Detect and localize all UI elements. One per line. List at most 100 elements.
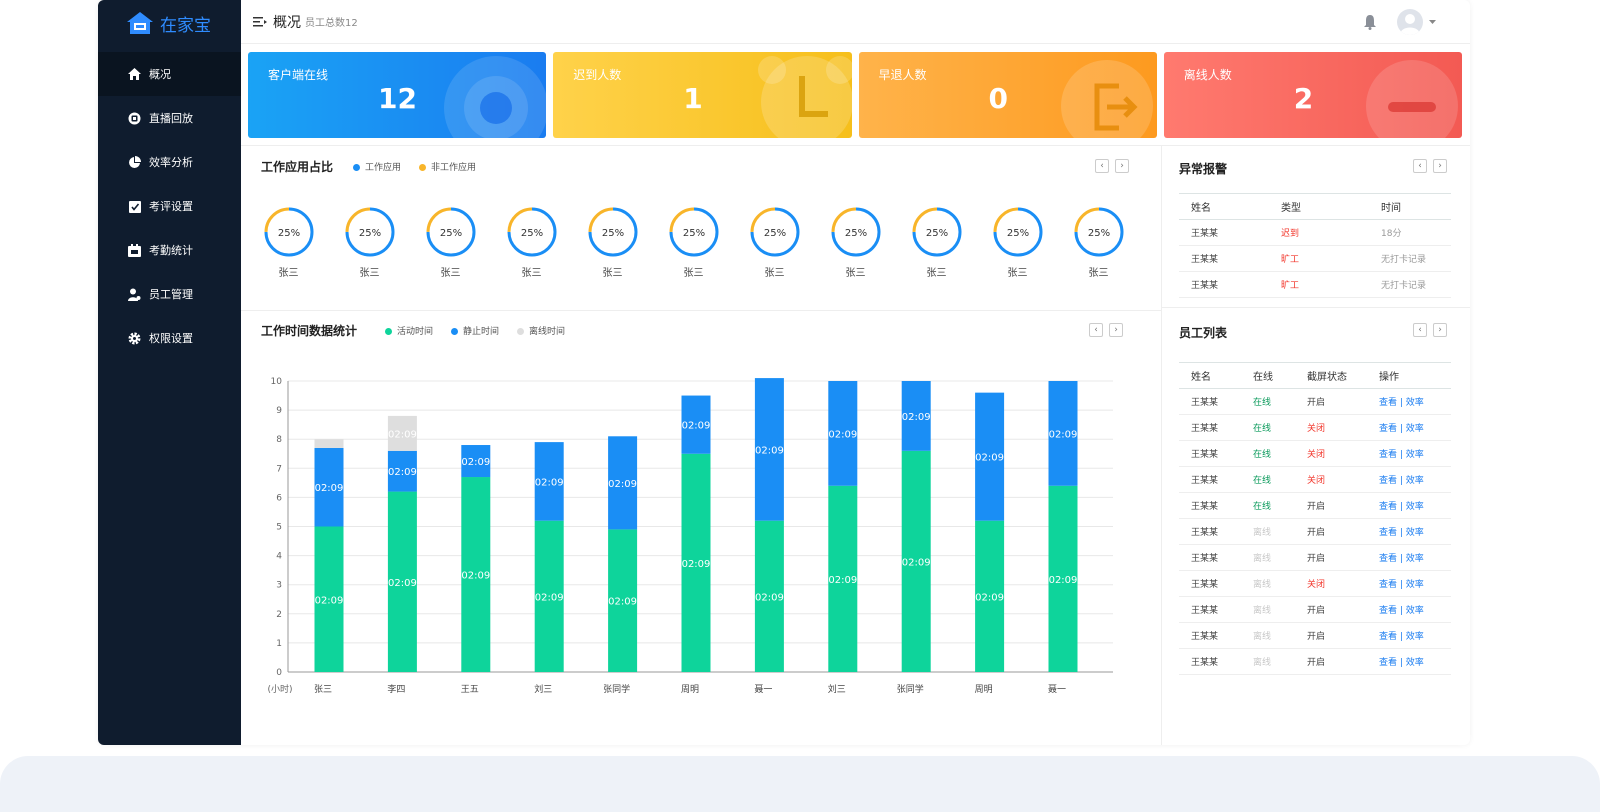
- efficiency-link[interactable]: 效率: [1405, 450, 1424, 460]
- stat-card-leave-early[interactable]: 早退人数 0: [858, 52, 1157, 138]
- view-link[interactable]: 查看: [1379, 450, 1398, 460]
- employee-name: 王某某: [1179, 466, 1241, 493]
- divider: [1161, 145, 1162, 745]
- alerts-table: 姓名 类型 时间 王某某 迟到 18分 王某某 旷工 无打卡记录 王某某 旷工 无打卡记录: [1179, 193, 1451, 298]
- menu-toggle-icon[interactable]: [253, 16, 267, 28]
- view-link[interactable]: 查看: [1379, 398, 1398, 408]
- stat-card-online[interactable]: 客户端在线 12: [248, 52, 547, 138]
- panel-title: 工作时间数据统计: [261, 324, 358, 338]
- table-row[interactable]: 王某某 迟到 18分: [1179, 219, 1451, 246]
- view-link[interactable]: 查看: [1379, 554, 1398, 564]
- work-time-chart: 0 1 2 3 4 5 6 7 8 9 10 (小时) 02:09 02:09 张三 02:09 02:09 02…: [267, 377, 1113, 695]
- bar-segment: [314, 439, 344, 448]
- view-link[interactable]: 查看: [1379, 580, 1398, 590]
- panel-title: 异常报警: [1179, 162, 1228, 176]
- sidebar-item-efficiency[interactable]: 效率分析: [98, 140, 241, 184]
- usage-ring-item[interactable]: 25% 张三: [1058, 206, 1139, 279]
- bar-data-label: 02:09: [755, 445, 784, 456]
- donut-ring: 25%: [993, 207, 1042, 257]
- prev-page-button[interactable]: ‹: [1095, 159, 1109, 173]
- view-link[interactable]: 查看: [1379, 606, 1398, 616]
- legend-dot: [385, 328, 393, 335]
- stat-cards: 客户端在线 12 迟到人数 1 早退人数 0 离线人数 2: [248, 52, 1462, 138]
- usage-ring-item[interactable]: 25% 张三: [410, 206, 491, 279]
- efficiency-link[interactable]: 效率: [1405, 424, 1424, 434]
- panel-title: 员工列表: [1179, 326, 1228, 340]
- sidebar-item-overview[interactable]: 概况: [98, 52, 241, 96]
- prev-page-button[interactable]: ‹: [1413, 159, 1427, 173]
- view-link[interactable]: 查看: [1379, 632, 1398, 642]
- sidebar-item-permissions[interactable]: 权限设置: [98, 316, 241, 360]
- table-row: 王某某 离线 开启 查看 | 效率: [1179, 518, 1451, 545]
- donut-ring: 25%: [507, 207, 556, 257]
- home-icon: [128, 68, 141, 81]
- donut-ring: 25%: [669, 207, 718, 257]
- legend-dot: [451, 328, 459, 335]
- stat-value: 2: [1293, 82, 1314, 115]
- efficiency-link[interactable]: 效率: [1405, 632, 1424, 642]
- next-page-button[interactable]: ›: [1109, 323, 1123, 337]
- gear-icon: [128, 332, 141, 345]
- table-row[interactable]: 王某某 旷工 无打卡记录: [1179, 245, 1451, 272]
- employee-name: 王某某: [1179, 388, 1241, 415]
- sidebar-item-replay[interactable]: 直播回放: [98, 96, 241, 140]
- efficiency-link[interactable]: 效率: [1405, 554, 1424, 564]
- bar-data-label: 02:09: [975, 592, 1004, 603]
- stat-card-offline[interactable]: 离线人数 2: [1163, 52, 1462, 138]
- view-link[interactable]: 查看: [1379, 502, 1398, 512]
- usage-ring-item[interactable]: 25% 张三: [329, 206, 410, 279]
- view-link[interactable]: 查看: [1379, 476, 1398, 486]
- ring-name: 张三: [521, 268, 542, 279]
- view-link[interactable]: 查看: [1379, 658, 1398, 668]
- table-row[interactable]: 王某某 旷工 无打卡记录: [1179, 271, 1451, 298]
- efficiency-link[interactable]: 效率: [1405, 398, 1424, 408]
- efficiency-link[interactable]: 效率: [1405, 476, 1424, 486]
- ring-name: 张三: [440, 268, 461, 279]
- table-row: 王某某 离线 关闭 查看 | 效率: [1179, 570, 1451, 597]
- sidebar-item-evaluation[interactable]: 考评设置: [98, 184, 241, 228]
- prev-page-button[interactable]: ‹: [1089, 323, 1103, 337]
- usage-ring-item[interactable]: 25% 张三: [977, 206, 1058, 279]
- next-page-button[interactable]: ›: [1433, 323, 1447, 337]
- usage-ring-item[interactable]: 25% 张三: [734, 206, 815, 279]
- efficiency-link[interactable]: 效率: [1405, 502, 1424, 512]
- table-header-row: 姓名 类型 时间: [1179, 193, 1451, 220]
- column-header: 截屏状态: [1295, 362, 1367, 389]
- efficiency-link[interactable]: 效率: [1405, 580, 1424, 590]
- next-page-button[interactable]: ›: [1115, 159, 1129, 173]
- sidebar-item-attendance[interactable]: 考勤统计: [98, 228, 241, 272]
- alert-type: 迟到: [1269, 219, 1369, 246]
- bar-segment: [828, 381, 858, 486]
- stat-value: 0: [988, 82, 1008, 115]
- link-separator: |: [1397, 424, 1406, 434]
- x-tick-label: 王五: [461, 684, 479, 695]
- panel-title: 工作应用占比: [261, 160, 334, 174]
- usage-ring-item[interactable]: 25% 张三: [653, 206, 734, 279]
- usage-ring-item[interactable]: 25% 张三: [572, 206, 653, 279]
- bar-data-label: 02:09: [461, 571, 490, 582]
- efficiency-link[interactable]: 效率: [1405, 606, 1424, 616]
- sidebar-item-label: 员工管理: [149, 288, 193, 301]
- donut-ring: 25%: [831, 207, 880, 257]
- stat-card-late[interactable]: 迟到人数 1: [553, 52, 852, 138]
- next-page-button[interactable]: ›: [1433, 159, 1447, 173]
- efficiency-link[interactable]: 效率: [1405, 658, 1424, 668]
- table-row: 王某某 在线 关闭 查看 | 效率: [1179, 414, 1451, 441]
- app-usage-pager: ‹ ›: [1095, 159, 1129, 173]
- prev-page-button[interactable]: ‹: [1413, 323, 1427, 337]
- logo[interactable]: 在家宝: [98, 0, 241, 46]
- view-link[interactable]: 查看: [1379, 528, 1398, 538]
- user-menu[interactable]: [1397, 9, 1436, 35]
- bar-data-label: 02:09: [975, 453, 1004, 464]
- view-link[interactable]: 查看: [1379, 424, 1398, 434]
- usage-ring-item[interactable]: 25% 张三: [491, 206, 572, 279]
- sidebar-item-employees[interactable]: 员工管理: [98, 272, 241, 316]
- usage-ring-item[interactable]: 25% 张三: [896, 206, 977, 279]
- bell-icon[interactable]: [1363, 14, 1377, 30]
- ring-percent: 25%: [277, 228, 299, 239]
- donut-ring: 25%: [1074, 207, 1123, 257]
- efficiency-link[interactable]: 效率: [1405, 528, 1424, 538]
- usage-ring-item[interactable]: 25% 张三: [815, 206, 896, 279]
- usage-ring-item[interactable]: 25% 张三: [248, 206, 329, 279]
- bar-data-label: 02:09: [1049, 429, 1078, 440]
